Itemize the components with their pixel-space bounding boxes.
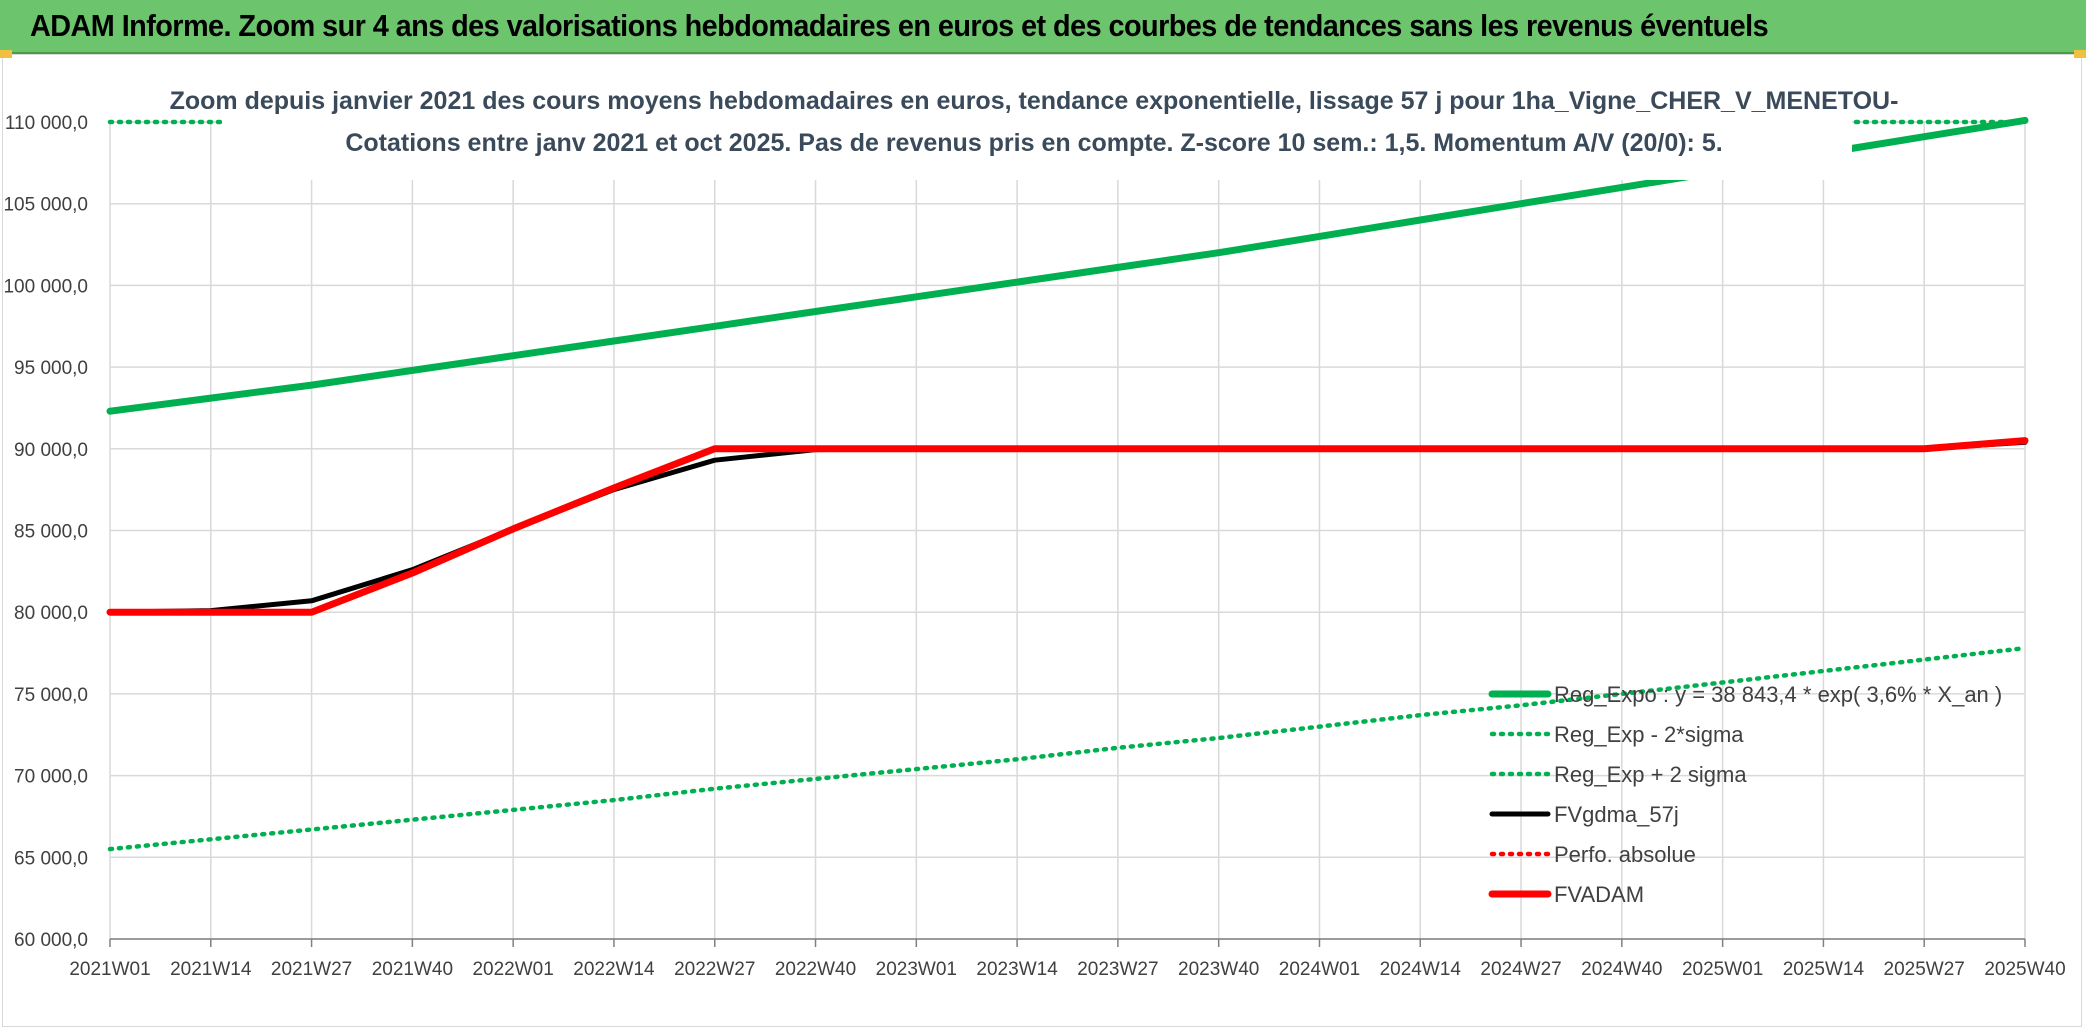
y-tick-label: 90 000,0 bbox=[14, 440, 88, 461]
x-tick-label: 2025W01 bbox=[1682, 959, 1763, 980]
title-background bbox=[222, 76, 1852, 180]
series-line-3 bbox=[107, 439, 2028, 615]
x-tick-label: 2022W27 bbox=[674, 959, 755, 980]
x-tick-label: 2025W14 bbox=[1783, 959, 1865, 980]
x-tick-label: 2024W40 bbox=[1581, 959, 1662, 980]
grid-layer bbox=[109, 121, 2026, 940]
y-tick-label: 65 000,0 bbox=[14, 848, 88, 869]
x-tick-label: 2022W01 bbox=[472, 959, 553, 980]
chart-subtitle: Cotations entre janv 2021 et oct 2025. P… bbox=[345, 129, 1722, 157]
y-tick-label: 85 000,0 bbox=[14, 522, 88, 543]
legend-label-1: Reg_Exp - 2*sigma bbox=[1554, 722, 1744, 747]
y-tick-label: 100 000,0 bbox=[3, 276, 88, 297]
x-tick-label: 2021W14 bbox=[170, 959, 252, 980]
axis-layer: 60 000,0 65 000,0 70 000,0 75 000,0 80 000,0… bbox=[3, 113, 2065, 980]
trend-chart: 60 000,0 65 000,0 70 000,0 75 000,0 80 000,0… bbox=[3, 76, 2066, 980]
y-tick-label: 110 000,0 bbox=[5, 113, 88, 134]
x-tick-label: 2024W14 bbox=[1380, 959, 1462, 980]
legend-label-0: Reg_Expo : y = 38 843,4 * exp( 3,6% * X_… bbox=[1554, 682, 2002, 707]
report-title: ADAM Informe. Zoom sur 4 ans des valoris… bbox=[30, 8, 1769, 43]
legend-label-2: Reg_Exp + 2 sigma bbox=[1554, 762, 1747, 787]
chart-area: 60 000,0 65 000,0 70 000,0 75 000,0 80 000,0… bbox=[0, 54, 2086, 1031]
x-tick-label: 2024W01 bbox=[1279, 959, 1360, 980]
legend-label-5: FVADAM bbox=[1554, 882, 1644, 907]
chart-legend: Reg_Expo : y = 38 843,4 * exp( 3,6% * X_… bbox=[1488, 682, 2002, 907]
x-tick-label: 2021W27 bbox=[271, 959, 352, 980]
y-tick-label: 75 000,0 bbox=[14, 685, 88, 706]
x-tick-label: 2022W40 bbox=[775, 959, 856, 980]
series-line-1 bbox=[107, 645, 2028, 852]
x-tick-label: 2025W27 bbox=[1884, 959, 1965, 980]
series-line-4 bbox=[107, 438, 2028, 615]
report-banner: ADAM Informe. Zoom sur 4 ans des valoris… bbox=[0, 0, 2086, 54]
x-tick-label: 2023W27 bbox=[1077, 959, 1158, 980]
y-tick-label: 105 000,0 bbox=[3, 195, 88, 216]
x-tick-label: 2024W27 bbox=[1480, 959, 1561, 980]
x-tick-label: 2021W40 bbox=[372, 959, 453, 980]
x-tick-label: 2023W01 bbox=[876, 959, 957, 980]
y-tick-label: 95 000,0 bbox=[14, 358, 88, 379]
y-tick-label: 60 000,0 bbox=[14, 930, 88, 951]
y-tick-label: 70 000,0 bbox=[14, 767, 88, 788]
chart-title: Zoom depuis janvier 2021 des cours moyen… bbox=[170, 87, 1899, 115]
x-tick-label: 2021W01 bbox=[69, 959, 150, 980]
corner-marker bbox=[2074, 50, 2086, 58]
x-tick-label: 2023W40 bbox=[1178, 959, 1259, 980]
x-tick-label: 2022W14 bbox=[573, 959, 655, 980]
chart-title-block: Zoom depuis janvier 2021 des cours moyen… bbox=[170, 76, 1899, 180]
corner-marker bbox=[0, 50, 12, 58]
x-tick-label: 2023W14 bbox=[976, 959, 1058, 980]
legend-label-3: FVgdma_57j bbox=[1554, 802, 1679, 827]
x-tick-label: 2025W40 bbox=[1984, 959, 2065, 980]
series-line-5 bbox=[106, 437, 2029, 616]
y-tick-label: 80 000,0 bbox=[14, 603, 88, 624]
legend-label-4: Perfo. absolue bbox=[1554, 842, 1696, 867]
